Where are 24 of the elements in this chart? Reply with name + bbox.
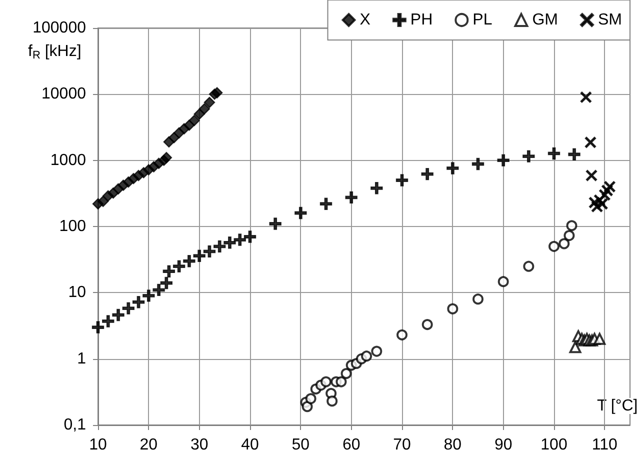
- x-tick-label: 20: [140, 436, 158, 454]
- x-tick-label: 60: [342, 436, 360, 454]
- x-tick-label: 100: [540, 436, 568, 454]
- legend-label: X: [360, 12, 371, 28]
- y-tick-label: 10: [68, 284, 86, 302]
- y-tick-label: 100: [59, 218, 86, 235]
- legend-label: SM: [598, 12, 622, 28]
- x-tick-label: 10: [89, 436, 107, 454]
- x-tick-label: 110: [592, 436, 618, 454]
- y-tick-label: 1000: [50, 152, 86, 169]
- y-tick-label: 100000: [32, 20, 86, 36]
- x-tick-label: 40: [241, 436, 259, 454]
- x-tick-label: 30: [190, 436, 208, 454]
- y-tick-label: 0,1: [64, 416, 86, 434]
- y-tick-label: 1: [77, 350, 86, 368]
- x-tick-label: 90: [494, 436, 512, 454]
- x-axis-title: T [°C]: [596, 398, 638, 414]
- x-tick-label: 80: [444, 436, 462, 454]
- legend-label: PL: [472, 12, 492, 28]
- y-tick-label: 10000: [42, 86, 86, 103]
- legend-label: PH: [410, 12, 433, 28]
- x-tick-label: 50: [292, 436, 310, 454]
- x-tick-label: 70: [393, 436, 411, 454]
- legend-label: GM: [532, 12, 558, 28]
